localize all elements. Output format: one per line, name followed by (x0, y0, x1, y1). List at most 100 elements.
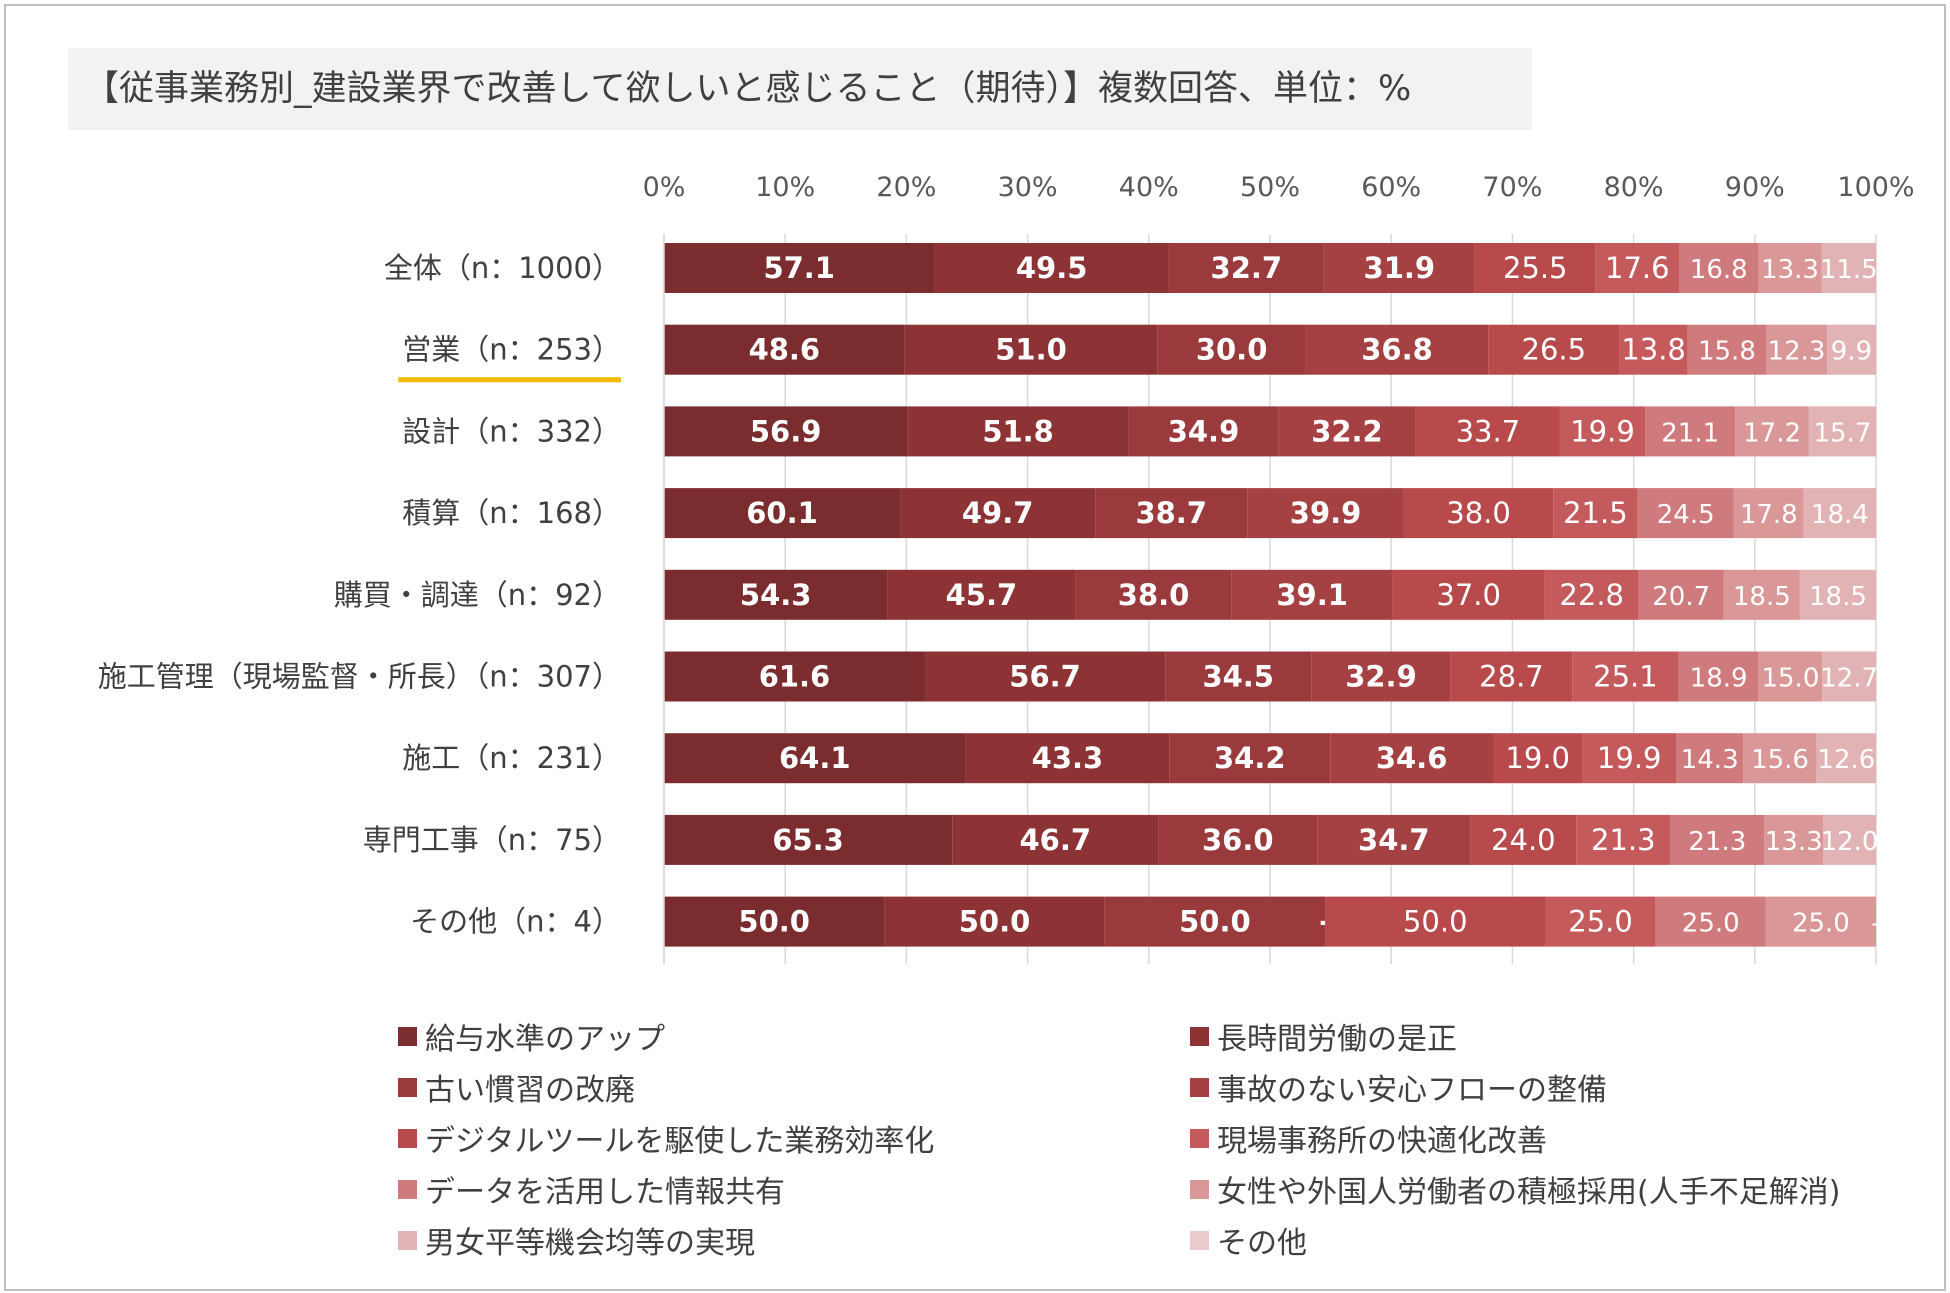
data-label: 16.8 (1690, 255, 1748, 285)
data-label: 34.9 (1168, 414, 1240, 448)
data-label: 21.1 (1661, 418, 1719, 448)
legend-item: 女性や外国人労働者の積極採用(人手不足解消) (1190, 1167, 1840, 1211)
legend-label: 現場事務所の快適化改善 (1217, 1124, 1547, 1159)
data-label: 12.3 (1768, 337, 1826, 367)
data-label: 20.7 (1652, 582, 1710, 612)
legend-swatch (398, 1179, 417, 1199)
bar-segment (907, 406, 1129, 457)
data-label: 15.0 (1761, 664, 1819, 694)
data-label: 15.6 (1751, 745, 1809, 775)
legend-item: データを活用した情報共有 (398, 1167, 785, 1211)
data-label: 51.0 (995, 333, 1067, 367)
data-label: 34.7 (1358, 823, 1430, 857)
bar-segment (1670, 814, 1765, 865)
bar-segment (1544, 569, 1639, 620)
data-label: 24.0 (1491, 823, 1556, 857)
bar-segment (1545, 896, 1656, 947)
bar-segment (1808, 406, 1876, 457)
bar-segment (1645, 406, 1736, 457)
bar-segment (1723, 569, 1800, 620)
data-label: 61.6 (759, 660, 831, 694)
bar-segment (904, 324, 1158, 375)
data-label: 13.3 (1765, 827, 1823, 857)
data-label: 19.0 (1505, 741, 1570, 775)
data-label: 21.3 (1688, 827, 1746, 857)
data-label: 19.9 (1570, 414, 1635, 448)
bar-segment (1743, 733, 1817, 784)
data-label: 9.9 (1831, 337, 1872, 367)
bar-segment (1168, 243, 1324, 293)
bar-segment (1305, 324, 1489, 375)
data-label: 32.9 (1345, 660, 1417, 694)
data-label: 38.0 (1446, 496, 1511, 530)
bar-segment (664, 324, 905, 375)
bar-segment (1278, 406, 1416, 457)
legend-label: その他 (1217, 1226, 1307, 1261)
bar-segment (1572, 651, 1679, 702)
legend-label: 事故のない安心フローの整備 (1217, 1073, 1607, 1108)
chart-frame: 【従事業務別_建設業界で改善して欲しいと感じること（期待）】複数回答、単位：% … (4, 4, 1946, 1291)
data-label: 21.3 (1591, 823, 1656, 857)
data-label: 36.0 (1202, 823, 1274, 857)
category-label: 施工（n：231） (402, 741, 621, 775)
bar-segment (1311, 651, 1451, 702)
legend-label: デジタルツールを駆使した業務効率化 (425, 1124, 935, 1159)
bar-segment (1687, 324, 1767, 375)
bar-segment (1826, 324, 1876, 375)
data-label: 39.9 (1290, 496, 1362, 530)
bar-segment (1619, 324, 1688, 375)
bar-segment (1822, 651, 1876, 702)
bar-segment (1735, 406, 1809, 457)
legend-item: 現場事務所の快適化改善 (1190, 1116, 1547, 1160)
x-tick-label: 90% (1725, 172, 1785, 203)
legend-swatch (1190, 1128, 1209, 1148)
bar-segment (884, 896, 1105, 947)
data-label: 64.1 (779, 741, 851, 775)
data-label: 22.8 (1559, 578, 1624, 612)
data-label: 17.8 (1740, 500, 1798, 530)
legend-item: 事故のない安心フローの整備 (1190, 1065, 1607, 1109)
x-tick-label: 80% (1604, 172, 1664, 203)
legend-swatch (398, 1077, 417, 1097)
data-label: 19.9 (1597, 741, 1662, 775)
legend-label: 女性や外国人労働者の積極採用(人手不足解消) (1217, 1175, 1841, 1210)
bar-segment (1323, 243, 1475, 293)
bar-segment (1165, 651, 1312, 702)
legend-item: 長時間労働の是正 (1190, 1014, 1457, 1058)
bar-segment (1678, 651, 1759, 702)
bar-segment (1158, 814, 1318, 865)
data-label: 56.9 (750, 414, 822, 448)
bar-segment (1638, 569, 1724, 620)
bar-segment (664, 569, 888, 620)
data-label: 21.5 (1563, 496, 1628, 530)
category-label: 購買・調達（n：92） (334, 578, 621, 612)
data-label: 15.8 (1698, 337, 1756, 367)
x-tick-label: 40% (1119, 172, 1179, 203)
bar-segment (664, 243, 935, 293)
bar-segment (1733, 488, 1804, 539)
bar-segment (1758, 243, 1822, 293)
bar-segment (664, 896, 885, 947)
bar-segment (1678, 243, 1759, 293)
data-label: 38.7 (1135, 496, 1207, 530)
bar-segment (1493, 733, 1583, 784)
bar-segment (952, 814, 1159, 865)
data-label: 25.1 (1593, 660, 1658, 694)
data-label: 11.5 (1820, 255, 1878, 285)
bar-segment (1803, 488, 1876, 539)
data-label: 25.5 (1503, 251, 1568, 285)
data-label: 18.4 (1811, 500, 1869, 530)
data-label: 49.7 (962, 496, 1034, 530)
data-label: 54.3 (740, 578, 812, 612)
data-label: 65.3 (772, 823, 844, 857)
data-label: 34.5 (1202, 660, 1274, 694)
data-label: 33.7 (1456, 414, 1521, 448)
bar-segment (1799, 569, 1876, 620)
bar-segment (664, 733, 966, 784)
bar-segment (664, 406, 908, 457)
legend-swatch (398, 1230, 417, 1250)
data-label: 18.5 (1809, 582, 1867, 612)
x-tick-label: 0% (643, 172, 686, 203)
legend-swatch (1190, 1179, 1209, 1199)
legend-swatch (1190, 1230, 1209, 1250)
